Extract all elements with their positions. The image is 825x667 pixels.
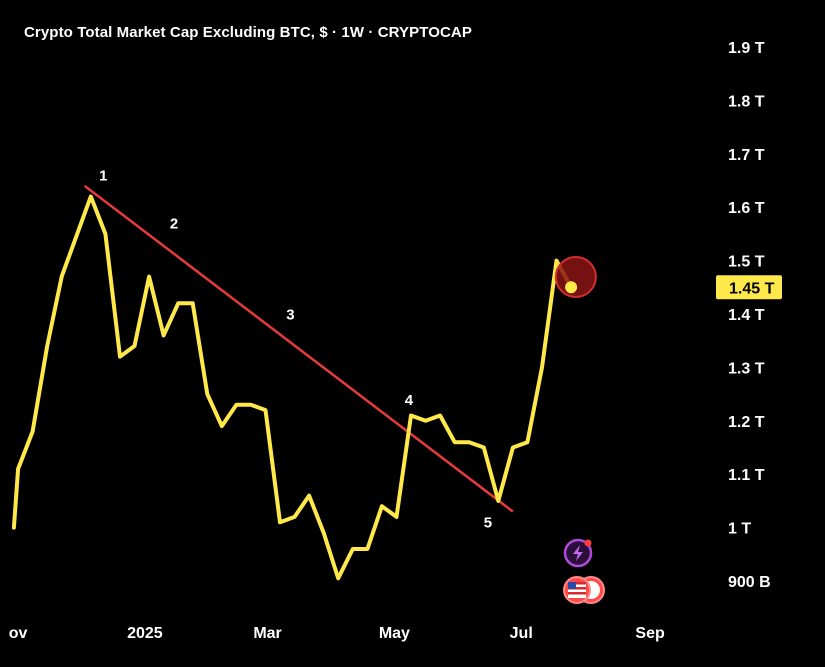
- wave-label: 1: [99, 168, 107, 185]
- trendline: [83, 184, 514, 513]
- series-layer: [11, 194, 574, 581]
- series-line: [11, 194, 574, 581]
- wave-label: 2: [170, 216, 178, 233]
- y-tick-label: 1.9 T: [728, 40, 765, 57]
- y-tick-label: 1.6 T: [728, 200, 765, 217]
- y-tick-label: 1.1 T: [728, 467, 765, 484]
- x-tick-label: Mar: [253, 625, 281, 642]
- x-tick-label: 2025: [127, 625, 163, 642]
- y-axis-ticks: 1.9 T 1.8 T 1.7 T 1.6 T 1.5 T 1.4 T 1.3 T 1.2 T…: [728, 40, 771, 591]
- y-tick-label: 900 B: [728, 574, 771, 591]
- last-price-label: 1.45 T: [729, 280, 775, 297]
- x-tick-label: Jul: [510, 625, 533, 642]
- chart-title: Crypto Total Market Cap Excluding BTC, $…: [24, 24, 472, 41]
- y-tick-label: 1.4 T: [728, 307, 765, 324]
- x-tick-label: May: [379, 625, 410, 642]
- trendline-layer: [83, 184, 514, 513]
- wave-label: 3: [286, 306, 294, 323]
- x-axis-ticks: ov 2025 Mar May Jul Sep: [9, 625, 665, 642]
- y-tick-label: 1.8 T: [728, 93, 765, 110]
- us-flag-badge-icon[interactable]: [563, 576, 605, 604]
- last-price-dot: [565, 281, 578, 294]
- last-price-marker: 1.45 T: [554, 255, 782, 300]
- wave-labels: 1 2 3 4 5: [99, 168, 492, 532]
- y-tick-label: 1.3 T: [728, 360, 765, 377]
- last-price-badge: [716, 275, 782, 300]
- y-tick-label: 1.5 T: [728, 254, 765, 271]
- y-tick-label: 1.2 T: [728, 414, 765, 431]
- y-tick-label: 1.7 T: [728, 147, 765, 164]
- y-tick-label: 1 T: [728, 521, 751, 538]
- x-tick-label: ov: [9, 625, 28, 642]
- wave-label: 5: [484, 515, 492, 532]
- lightning-badge-icon[interactable]: [563, 538, 593, 568]
- x-tick-label: Sep: [635, 625, 665, 642]
- wave-label: 4: [405, 392, 414, 409]
